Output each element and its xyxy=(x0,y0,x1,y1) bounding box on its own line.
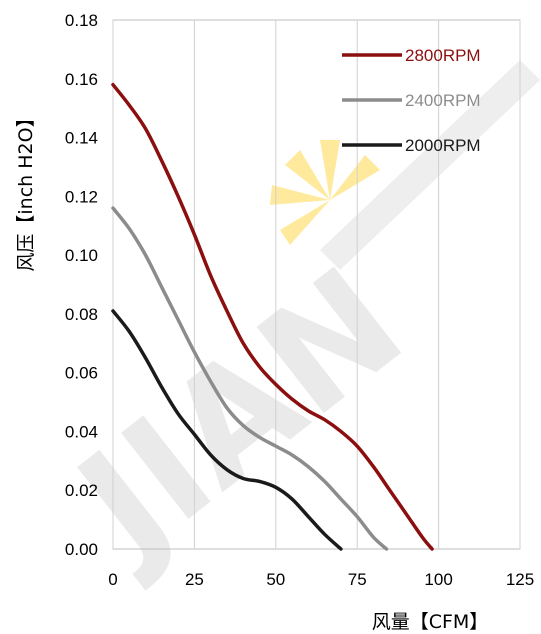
y-tick-label: 0.00 xyxy=(65,540,98,559)
x-tick-label: 100 xyxy=(424,570,452,589)
y-tick-label: 0.08 xyxy=(65,305,98,324)
y-tick-label: 0.16 xyxy=(65,70,98,89)
watermark-text: JIAN xyxy=(42,236,435,596)
series-line-2800rpm xyxy=(111,82,434,551)
legend: 2800RPM 2400RPM 2000RPM xyxy=(342,46,481,155)
legend-label: 2000RPM xyxy=(405,136,481,155)
y-tick-label: 0.18 xyxy=(65,11,98,30)
x-tick-label: 50 xyxy=(266,570,285,589)
x-tick-label: 25 xyxy=(185,570,204,589)
y-tick-label: 0.02 xyxy=(65,481,98,500)
y-tick-label: 0.06 xyxy=(65,364,98,383)
grid-lines xyxy=(112,20,521,549)
series-lines xyxy=(111,82,434,551)
y-axis-ticks: 0.00 0.02 0.04 0.06 0.08 0.10 0.12 0.14 0.16 0.18 xyxy=(65,11,98,559)
series-line-2400rpm xyxy=(111,206,389,551)
x-tick-label: 75 xyxy=(348,570,367,589)
y-tick-label: 0.04 xyxy=(65,422,98,441)
x-axis-title: 风量【CFM】 xyxy=(372,611,489,633)
legend-label: 2800RPM xyxy=(405,46,481,65)
x-tick-label: 0 xyxy=(108,570,117,589)
x-tick-label: 125 xyxy=(506,570,534,589)
y-tick-label: 0.14 xyxy=(65,129,98,148)
watermark-swoosh xyxy=(320,60,540,270)
y-axis-title: 风压【inch H2O】 xyxy=(15,108,37,271)
watermark-sunburst xyxy=(270,140,380,245)
y-tick-label: 0.10 xyxy=(65,246,98,265)
legend-label: 2400RPM xyxy=(405,91,481,110)
x-axis-ticks: 0 25 50 75 100 125 xyxy=(108,570,534,589)
series-line-2000rpm xyxy=(111,309,343,551)
y-tick-label: 0.12 xyxy=(65,187,98,206)
